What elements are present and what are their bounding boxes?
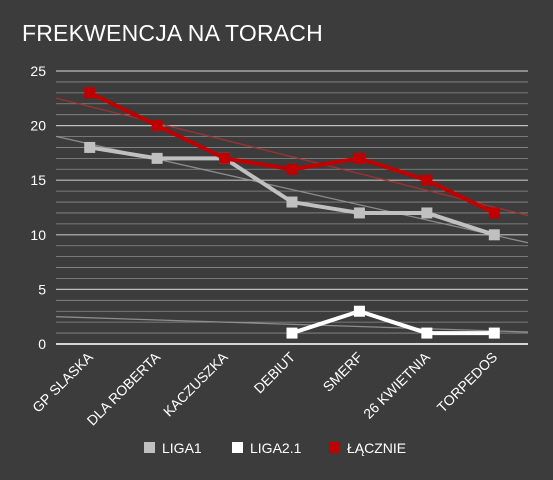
- series-3-point: [421, 174, 433, 186]
- series-3-point: [353, 152, 365, 164]
- series-2-point: [353, 305, 365, 317]
- x-tick-label: TORPEDOS: [434, 349, 501, 416]
- legend-label-1: LIGA1: [162, 440, 202, 456]
- chart-title: FREKWENCJA NA TORACH: [22, 20, 323, 46]
- y-tick-label: 5: [38, 281, 46, 297]
- y-tick-label: 10: [30, 227, 46, 243]
- series-1-point: [488, 229, 500, 241]
- y-tick-label: 0: [38, 336, 46, 352]
- trendline-2: [55, 316, 529, 333]
- series-2-point: [421, 327, 433, 339]
- gridlines: [56, 70, 528, 345]
- series-2-point: [286, 327, 298, 339]
- series-1-point: [286, 196, 298, 208]
- trendline-3: [55, 97, 529, 217]
- series-3-point: [286, 163, 298, 175]
- trendlines: [55, 97, 529, 333]
- series-1-point: [421, 207, 433, 219]
- legend-swatch-2: [232, 442, 243, 453]
- series-3-line: [87, 90, 497, 215]
- series-3-point: [488, 207, 500, 219]
- x-tick-label: SMERF: [320, 349, 366, 395]
- legend-label-2: LIGA2.1: [250, 440, 302, 456]
- series-2-point: [488, 327, 500, 339]
- series-3-point: [151, 120, 163, 132]
- series-2-line: [290, 309, 497, 336]
- legend-label-3: ŁĄCZNIE: [347, 440, 406, 456]
- series-1-point: [84, 141, 96, 153]
- legend-swatch-3: [329, 442, 340, 453]
- y-tick-label: 20: [30, 118, 46, 134]
- series-3-point: [219, 152, 231, 164]
- y-axis: 0 5 10 15 20 25: [30, 63, 46, 352]
- legend-swatch-1: [144, 442, 155, 453]
- x-tick-label: 26 KWIETNIA: [360, 348, 433, 421]
- x-tick-label: GP SLASKA: [29, 348, 96, 415]
- series: [84, 87, 500, 339]
- series-1-point: [151, 152, 163, 164]
- legend: LIGA1 LIGA2.1 ŁĄCZNIE: [144, 440, 406, 456]
- y-tick-label: 15: [30, 172, 46, 188]
- series-1-point: [353, 207, 365, 219]
- x-tick-label: KACZUSZKA: [160, 348, 231, 419]
- series-3-point: [84, 87, 96, 99]
- y-tick-label: 25: [30, 63, 46, 79]
- x-tick-label: DEBIUT: [251, 348, 299, 396]
